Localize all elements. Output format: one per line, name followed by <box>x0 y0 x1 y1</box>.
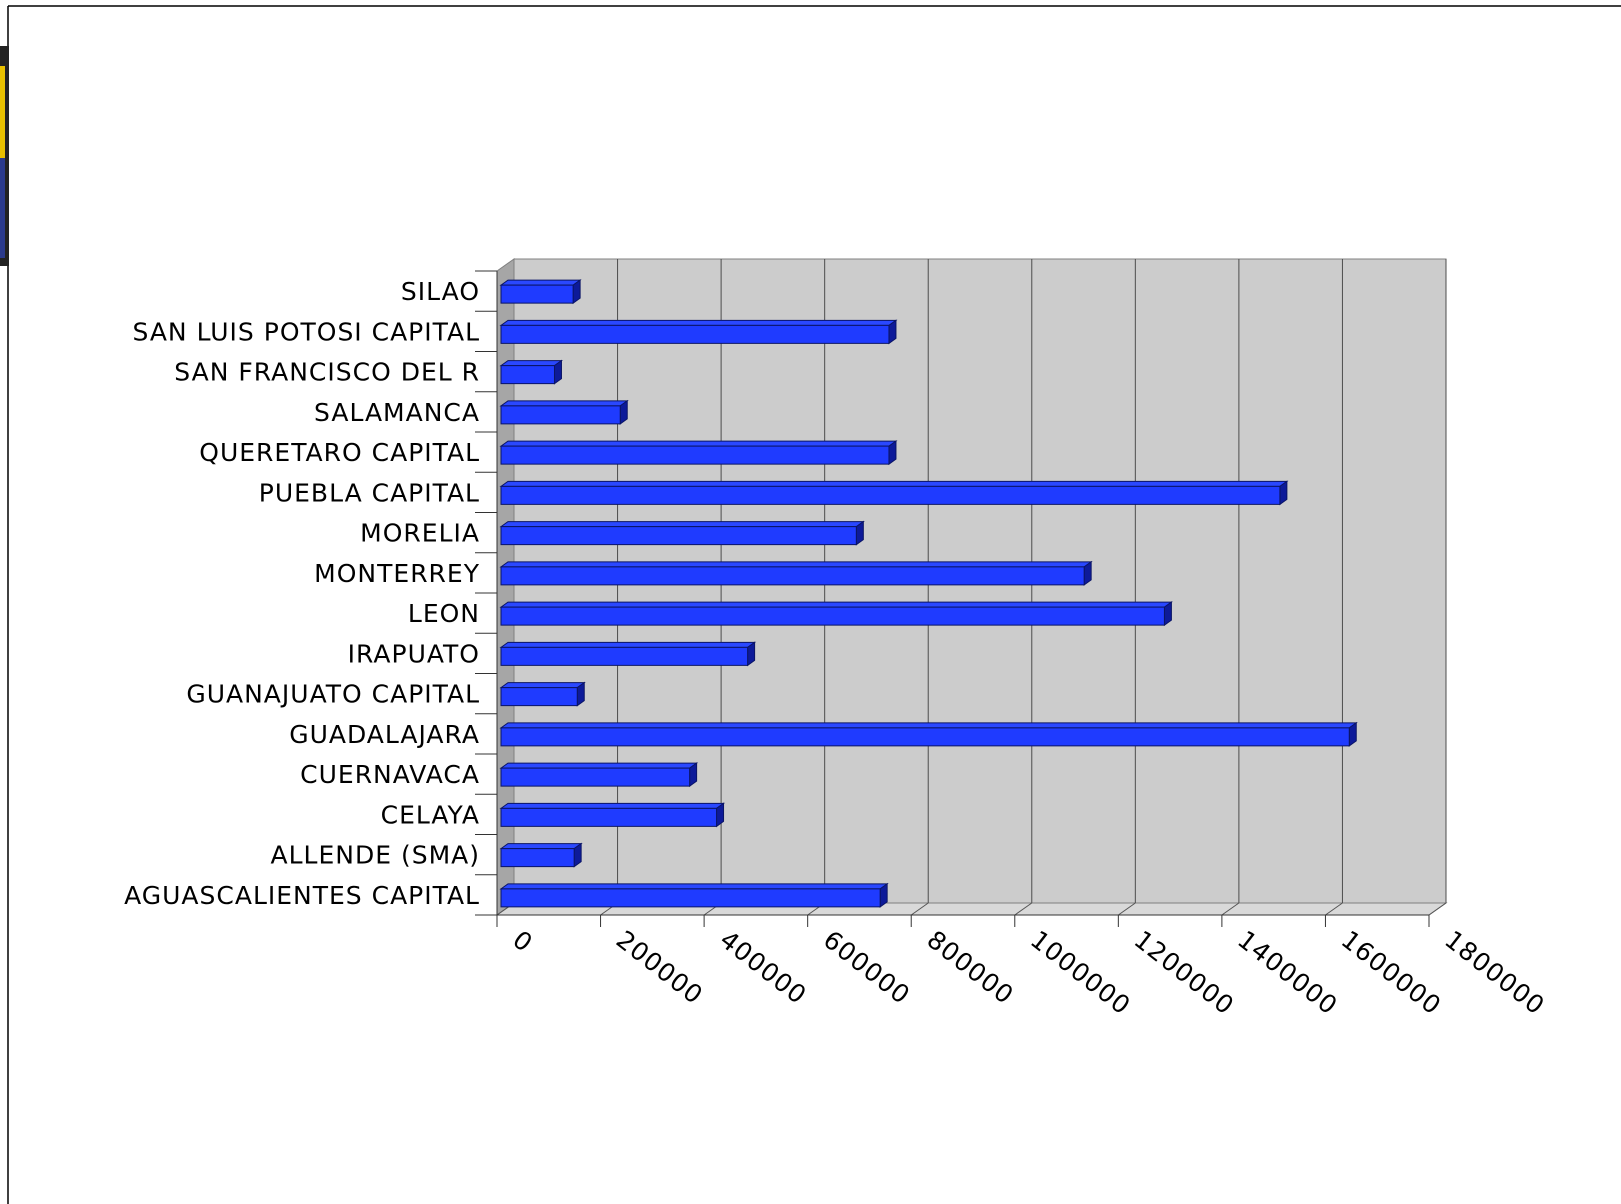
bar-leon <box>499 601 1173 627</box>
floor-tick-diagonal <box>1221 902 1240 916</box>
category-label: PUEBLA CAPITAL <box>259 478 480 507</box>
bar-front-face <box>500 687 578 707</box>
bar-front-face <box>500 888 881 908</box>
bar-silao <box>499 279 582 305</box>
category-label: IRAPUATO <box>348 639 480 668</box>
bar-top-face <box>499 682 586 689</box>
bar-front-face <box>500 526 857 546</box>
bar-top-face <box>499 561 1093 568</box>
bar-front-face <box>500 727 1350 747</box>
bar-puebla-capital <box>499 480 1289 506</box>
accent-strip-navy <box>0 158 5 258</box>
bars <box>499 279 1358 908</box>
bar-top-face <box>499 521 865 528</box>
bar-front-face <box>500 646 749 666</box>
bar-front-face <box>500 365 555 385</box>
bar-top-face <box>499 843 583 850</box>
bar-front-face <box>500 848 575 868</box>
bar-guanajuato-capital <box>499 681 586 707</box>
x-axis-tick-labels: 0 200000 400000 600000 800000 100000012000001… <box>507 925 1550 1021</box>
bar-front-face <box>500 566 1085 586</box>
x-tick-label: 1800000 <box>1439 925 1550 1021</box>
bar-aguascalientes-capital <box>499 882 889 908</box>
bar-guadalajara <box>499 721 1358 747</box>
category-label: GUANAJUATO CAPITAL <box>186 680 480 709</box>
bar-front-face <box>500 606 1165 626</box>
category-label: SALAMANCA <box>314 398 480 427</box>
bar-top-face <box>499 641 757 648</box>
x-tick-label: 1000000 <box>1025 925 1136 1021</box>
category-label: SAN LUIS POTOSI CAPITAL <box>132 317 480 346</box>
category-label: MORELIA <box>360 519 480 548</box>
bar-front-face <box>500 324 890 344</box>
category-label: SAN FRANCISCO DEL R <box>174 358 480 387</box>
x-tick-label: 1600000 <box>1336 925 1447 1021</box>
category-labels: SILAO SAN LUIS POTOSI CAPITAL SAN FRANCISC… <box>124 277 481 910</box>
floor-tick-diagonal <box>1014 902 1033 916</box>
bar-top-face <box>499 440 898 447</box>
bar-top-face <box>499 601 1173 608</box>
category-label: AGUASCALIENTES CAPITAL <box>124 881 480 910</box>
bar-san-luis-potosi-capital <box>499 319 898 345</box>
bar-top-face <box>499 762 699 769</box>
bar-top-face <box>499 400 629 407</box>
bar-front-face <box>500 767 691 787</box>
floor-tick-diagonal <box>910 902 929 916</box>
bar-salamanca <box>499 399 629 425</box>
x-tick-label: 600000 <box>818 925 916 1010</box>
bar-top-face <box>499 722 1358 729</box>
bar-top-face <box>499 480 1289 487</box>
x-tick-label: 800000 <box>922 925 1020 1010</box>
x-tick-label: 400000 <box>714 925 812 1010</box>
bar-top-face <box>499 319 898 326</box>
category-label: CELAYA <box>381 800 480 829</box>
bar-queretaro-capital <box>499 440 898 466</box>
bar-irapuato <box>499 641 757 667</box>
bar-front-face <box>500 405 621 425</box>
bar-top-face <box>499 802 726 809</box>
category-label: MONTERREY <box>314 559 480 588</box>
x-tick-label: 0 <box>507 925 538 958</box>
bar-front-face <box>500 807 718 827</box>
bar-top-face <box>499 883 889 890</box>
category-label: SILAO <box>401 277 480 306</box>
category-label: CUERNAVACA <box>300 760 480 789</box>
x-tick-label: 1200000 <box>1129 925 1240 1021</box>
bar-san-francisco-del-r <box>499 359 564 385</box>
floor-tick-diagonal <box>1118 902 1136 916</box>
category-label: GUADALAJARA <box>289 720 480 749</box>
category-label: LEON <box>408 599 480 628</box>
floor-tick-diagonal <box>1428 902 1447 916</box>
category-label: ALLENDE (SMA) <box>271 841 481 870</box>
bar-morelia <box>499 520 865 546</box>
bar-allende-sma <box>499 842 583 868</box>
bar-top-face <box>499 360 564 367</box>
bar-cuernavaca <box>499 762 699 788</box>
floor-tick-diagonal <box>1325 902 1343 916</box>
bar-front-face <box>500 445 890 465</box>
x-tick-label: 200000 <box>611 925 709 1010</box>
bar-celaya <box>499 802 726 828</box>
bar-front-face <box>500 284 574 304</box>
bar-top-face <box>499 279 582 286</box>
x-tick-label: 1400000 <box>1232 925 1343 1021</box>
category-label: QUERETARO CAPITAL <box>199 438 480 467</box>
accent-strip-yellow <box>0 66 5 158</box>
bar-front-face <box>500 485 1281 505</box>
bar-monterrey <box>499 560 1093 586</box>
